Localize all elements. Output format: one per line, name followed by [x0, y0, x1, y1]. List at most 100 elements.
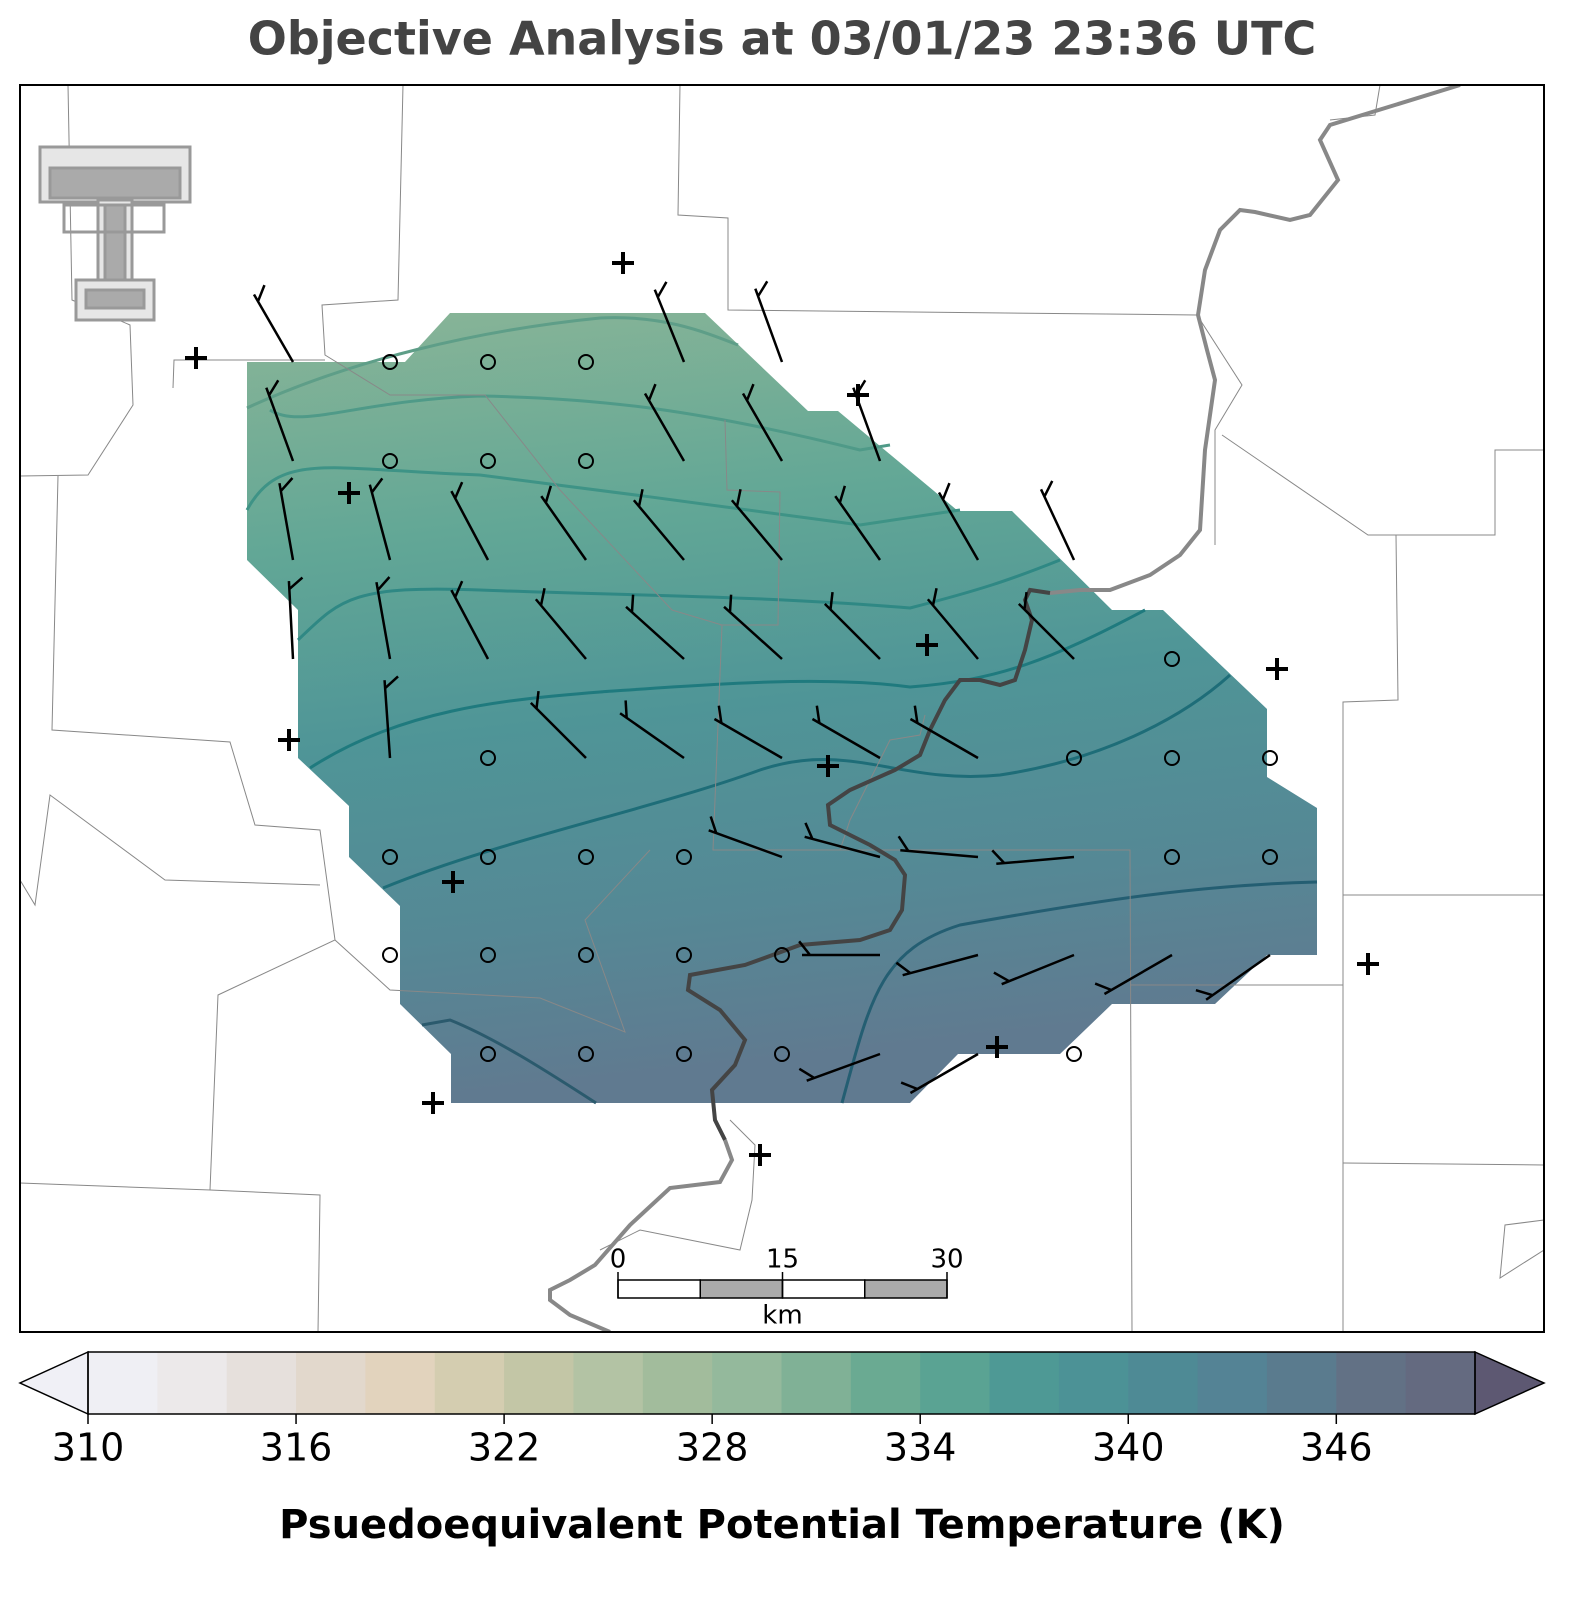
wind-barb [834, 485, 882, 561]
station [1164, 750, 1180, 766]
title: Objective Analysis at 03/01/23 23:36 UTC [248, 12, 1317, 66]
wind-barb [529, 690, 587, 759]
colorbar-tick-label: 310 [52, 1426, 125, 1470]
colorbar: 310 316 322 328 334 340 346 Psuedoequivalent Po… [18, 1350, 1546, 1548]
contours [245, 316, 1318, 1105]
station [676, 947, 692, 963]
station [1164, 651, 1180, 667]
wind-barb [252, 284, 295, 363]
wind-barb [897, 835, 979, 859]
wind-barb [450, 481, 490, 561]
wind-barb [804, 822, 881, 859]
wind-barb [754, 280, 784, 363]
plus-marker [817, 755, 839, 777]
station [578, 1046, 594, 1062]
wind-barb [1017, 591, 1075, 660]
river-inner [685, 587, 1051, 1141]
colorbar-tick-label: 334 [884, 1426, 957, 1470]
colorbar-bin [1336, 1352, 1407, 1414]
wind-barb [926, 588, 979, 660]
colorbar-bin [226, 1352, 297, 1414]
colorbar-bin [1405, 1352, 1476, 1414]
wind-barb [1094, 953, 1173, 996]
wind-barb [713, 705, 783, 760]
wind-barbs [252, 280, 1271, 1095]
wind-barb [823, 591, 881, 660]
station [480, 750, 496, 766]
wind-barb [540, 485, 588, 561]
plus-marker [185, 347, 207, 369]
colorbar-label: Psuedoequivalent Potential Temperature (… [279, 1502, 1285, 1548]
colorbar-bin [1197, 1352, 1268, 1414]
plus-marker [916, 634, 938, 656]
colorbar-tick-label: 322 [468, 1426, 541, 1470]
plus-marker [1357, 953, 1379, 975]
plus-marker [278, 729, 300, 751]
colorbar-bin [920, 1352, 991, 1414]
wind-barb [265, 379, 295, 462]
plus-marker [1266, 658, 1288, 680]
scale-segment [617, 1279, 701, 1299]
wind-barb [368, 477, 392, 561]
wind-barb [811, 705, 881, 760]
wind-barb [741, 383, 784, 462]
colorbar-bin [88, 1352, 158, 1414]
wind-barb [643, 383, 686, 462]
station [1066, 750, 1082, 766]
colorbar-extend-low [18, 1350, 89, 1416]
analysis-fill [247, 313, 1317, 1103]
station [578, 354, 594, 370]
station [480, 1046, 496, 1062]
wind-barb [991, 849, 1075, 866]
wind-barb [450, 580, 490, 660]
wind-barb [708, 816, 783, 859]
station [676, 1046, 692, 1062]
river-lower [548, 1139, 735, 1332]
wind-barb [723, 594, 783, 660]
wind-barb [375, 576, 392, 660]
plus-marker [612, 252, 634, 274]
wind-barb [1039, 480, 1076, 561]
wind-barb [619, 700, 685, 760]
station [1066, 1046, 1082, 1062]
scale-segment [781, 1279, 866, 1299]
wind-barb [993, 953, 1075, 986]
map-frame [19, 84, 1545, 1333]
scale-bar: 0 15 30 km [610, 1245, 964, 1331]
wind-barb [1195, 953, 1271, 1001]
station [382, 849, 398, 865]
plus-marker [442, 871, 464, 893]
wind-barb [287, 576, 304, 660]
wind-barb [730, 489, 783, 561]
colorbar-bin [850, 1352, 921, 1414]
stations [382, 354, 1278, 1062]
station [382, 947, 398, 963]
wind-barb [632, 489, 685, 561]
wind-barb [278, 477, 295, 561]
colorbar-tick-label: 340 [1092, 1426, 1165, 1470]
station [480, 947, 496, 963]
colorbar-bin [1128, 1352, 1199, 1414]
wind-barb [798, 940, 880, 957]
wind-barb [900, 1052, 979, 1095]
wind-barb [937, 482, 980, 561]
plus-marker [847, 384, 869, 406]
station [382, 354, 398, 370]
map-area [20, 85, 1544, 1332]
colorbar-bin [365, 1352, 436, 1414]
station-markers [185, 252, 1379, 1166]
scale-unit: km [762, 1301, 802, 1331]
scale-segment [864, 1279, 948, 1299]
station [480, 354, 496, 370]
river [1049, 85, 1461, 595]
plus-marker [338, 482, 360, 504]
colorbar-tick-label: 346 [1300, 1426, 1373, 1470]
colorbar-bin [781, 1352, 852, 1414]
station [1262, 849, 1278, 865]
plus-marker [422, 1092, 444, 1114]
colorbar-bin [989, 1352, 1060, 1414]
scale-segment [699, 1279, 784, 1299]
colorbar-bin [1266, 1352, 1337, 1414]
station [1262, 750, 1278, 766]
